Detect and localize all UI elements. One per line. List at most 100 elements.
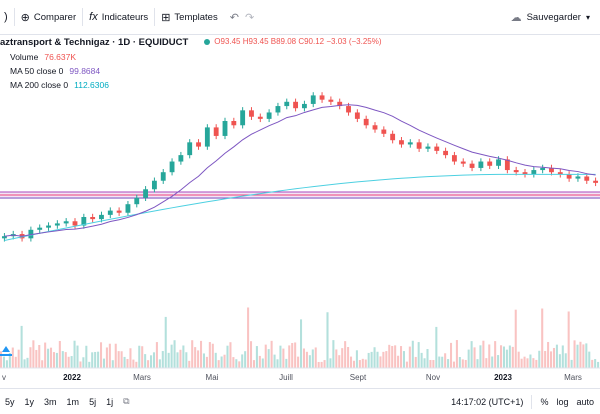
candle-body bbox=[354, 112, 360, 119]
volume-bar bbox=[108, 343, 111, 368]
volume-bar bbox=[52, 352, 55, 368]
range-1m[interactable]: 1m bbox=[66, 396, 80, 407]
volume-bar bbox=[176, 352, 179, 368]
volume-bar bbox=[73, 340, 76, 368]
compare-button[interactable]: ⊕ Comparer bbox=[15, 0, 82, 34]
clock-time[interactable]: 14:17:02 (UTC+1) bbox=[451, 396, 524, 407]
volume-bar bbox=[508, 345, 511, 368]
volume-bar bbox=[5, 360, 8, 368]
range-1d[interactable]: 1j bbox=[106, 396, 114, 407]
volume-bar bbox=[170, 344, 173, 368]
volume-bar bbox=[11, 347, 14, 368]
volume-bar bbox=[400, 346, 403, 368]
candle-body bbox=[293, 101, 299, 109]
symbol-title[interactable]: aztransport & Technigaz · 1D · EQUIDUCT bbox=[0, 36, 189, 48]
volume-bar bbox=[217, 360, 220, 368]
volume-value: 76.637K bbox=[44, 52, 77, 62]
volume-bar bbox=[58, 340, 61, 368]
candle-body bbox=[99, 214, 104, 220]
candle-body bbox=[381, 129, 387, 134]
templates-button[interactable]: ⊞ Templates bbox=[155, 0, 224, 34]
volume-bar bbox=[14, 356, 17, 368]
volume-bar bbox=[235, 359, 238, 368]
candle-body bbox=[231, 121, 237, 126]
volume-bar bbox=[591, 359, 594, 368]
range-5y[interactable]: 5y bbox=[5, 396, 15, 407]
volume-bar bbox=[194, 347, 197, 368]
candle-body bbox=[240, 110, 246, 126]
volume-bar bbox=[585, 343, 588, 368]
volume-bar bbox=[461, 359, 464, 368]
candle-body bbox=[134, 197, 140, 205]
templates-label: Templates bbox=[174, 11, 218, 23]
volume-bar bbox=[158, 359, 161, 368]
candle-body bbox=[275, 106, 281, 113]
candle-body bbox=[107, 210, 113, 215]
volume-bar bbox=[270, 340, 273, 368]
auto-toggle[interactable]: auto bbox=[576, 396, 594, 407]
candle-body bbox=[178, 155, 184, 162]
indicators-label: Indicateurs bbox=[101, 11, 149, 23]
candle-body bbox=[407, 142, 413, 145]
indicators-button[interactable]: fx Indicateurs bbox=[83, 0, 154, 34]
range-3m[interactable]: 3m bbox=[44, 396, 57, 407]
date-range-icon[interactable]: ⧉ bbox=[123, 396, 130, 406]
candle-body bbox=[222, 121, 228, 136]
volume-bar bbox=[382, 351, 385, 368]
volume-bar bbox=[55, 352, 58, 368]
ma50-legend[interactable]: MA 50 close 0 99.8684 bbox=[0, 64, 382, 78]
volume-bar bbox=[23, 359, 26, 368]
volume-bar bbox=[594, 359, 597, 368]
candle-body bbox=[169, 161, 175, 173]
save-button[interactable]: ☁ Sauvegarder ▾ bbox=[511, 0, 590, 34]
volume-bar bbox=[164, 316, 167, 368]
volume-bar bbox=[488, 344, 491, 368]
candle-body bbox=[81, 217, 87, 226]
volume-bar bbox=[558, 354, 561, 368]
redo-button[interactable]: ↷ bbox=[245, 0, 260, 34]
compare-button[interactable]: ) bbox=[0, 0, 14, 34]
volume-bar bbox=[179, 349, 182, 368]
volume-bar bbox=[394, 345, 397, 368]
volume-bar bbox=[67, 356, 70, 368]
volume-bar bbox=[288, 345, 291, 368]
volume-bar bbox=[502, 346, 505, 368]
candle-body bbox=[63, 221, 69, 224]
volume-toggle-icon[interactable] bbox=[0, 346, 12, 356]
volume-bar bbox=[135, 361, 138, 368]
candle-body bbox=[143, 189, 149, 198]
ma200-legend[interactable]: MA 200 close 0 112.6306 bbox=[0, 78, 382, 92]
save-label: Sauvegarder bbox=[526, 11, 581, 23]
candle-body bbox=[266, 112, 272, 119]
price-chart[interactable]: v 2022 Mars Mai Juill Sept Nov 2023 Mars bbox=[0, 34, 600, 388]
log-toggle[interactable]: log bbox=[556, 396, 569, 407]
volume-legend[interactable]: Volume 76.637K bbox=[0, 50, 382, 64]
volume-bar bbox=[379, 356, 382, 368]
volume-bar bbox=[532, 358, 535, 368]
volume-bar bbox=[317, 361, 320, 368]
volume-bar bbox=[376, 351, 379, 368]
volume-bar bbox=[582, 344, 585, 368]
candle-body bbox=[460, 161, 466, 164]
undo-icon: ↶ bbox=[229, 11, 239, 24]
candle-body bbox=[540, 167, 546, 171]
volume-bar bbox=[167, 352, 170, 368]
volume-bar bbox=[564, 353, 567, 368]
candlesticks bbox=[1, 92, 599, 242]
range-5d[interactable]: 5j bbox=[89, 396, 97, 407]
candle-body bbox=[90, 217, 96, 220]
volume-bar bbox=[500, 345, 503, 368]
volume-bar bbox=[514, 309, 517, 368]
volume-bar bbox=[252, 360, 255, 368]
volume-bar bbox=[120, 351, 123, 368]
range-1y[interactable]: 1y bbox=[24, 396, 35, 407]
volume-bar bbox=[202, 353, 205, 368]
candle-body bbox=[469, 163, 475, 168]
volume-bar bbox=[570, 359, 573, 368]
compare-label: Comparer bbox=[33, 11, 77, 23]
undo-button[interactable]: ↶ bbox=[224, 0, 245, 34]
volume-bar bbox=[367, 352, 370, 368]
percent-toggle[interactable]: % bbox=[540, 396, 549, 407]
volume-bar bbox=[173, 340, 176, 368]
volume-bar bbox=[88, 361, 91, 368]
